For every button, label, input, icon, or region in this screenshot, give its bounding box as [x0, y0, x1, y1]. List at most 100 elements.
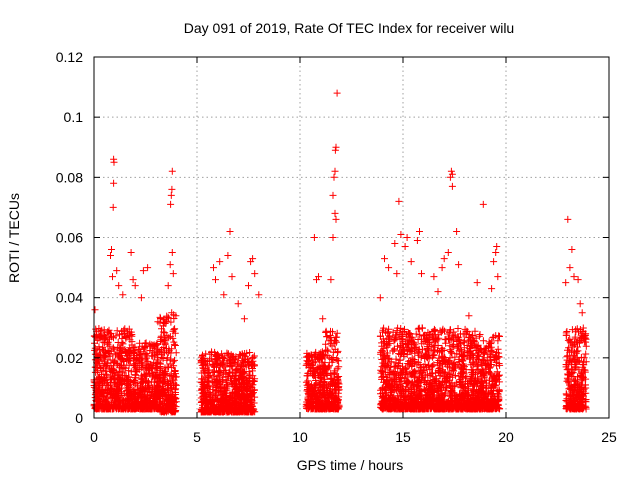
data-point	[161, 339, 169, 347]
data-point	[388, 381, 396, 389]
data-point	[322, 340, 330, 348]
data-point	[333, 357, 341, 364]
data-point	[92, 325, 100, 333]
data-point	[119, 397, 127, 405]
data-point	[487, 370, 495, 378]
data-point	[224, 405, 232, 413]
data-point	[457, 384, 465, 392]
data-point	[328, 342, 336, 350]
data-point	[416, 405, 424, 413]
data-point	[439, 392, 447, 399]
data-point	[431, 377, 439, 385]
data-point	[327, 276, 335, 284]
data-point	[576, 300, 584, 308]
data-point	[456, 394, 464, 402]
data-point	[492, 358, 500, 366]
data-point	[579, 363, 587, 371]
data-point	[478, 394, 486, 402]
data-point	[157, 388, 165, 396]
data-point	[437, 328, 445, 336]
data-point	[169, 270, 177, 278]
data-point	[431, 346, 439, 354]
data-point	[140, 387, 148, 395]
data-point	[427, 393, 435, 401]
data-point	[475, 376, 483, 384]
data-point	[100, 347, 107, 355]
data-point	[455, 335, 463, 343]
data-point	[331, 146, 339, 154]
data-point	[209, 381, 217, 389]
data-point	[130, 403, 138, 411]
data-point	[448, 349, 455, 357]
data-point	[385, 337, 393, 345]
data-point	[250, 352, 258, 360]
data-point	[218, 350, 226, 358]
data-point	[108, 364, 116, 372]
data-point	[419, 363, 427, 371]
data-point	[490, 258, 498, 266]
data-point	[117, 375, 125, 383]
data-point	[487, 347, 495, 355]
data-point	[108, 246, 115, 253]
data-point	[427, 381, 434, 389]
data-point	[570, 352, 578, 360]
data-point	[439, 325, 447, 333]
data-point	[384, 329, 392, 337]
data-point	[247, 359, 255, 367]
data-point	[438, 352, 446, 360]
data-point	[221, 354, 229, 362]
data-point	[164, 282, 172, 290]
data-point	[460, 338, 468, 346]
data-point	[323, 346, 331, 354]
data-point	[311, 391, 319, 399]
data-point	[110, 334, 117, 342]
data-point	[249, 372, 257, 380]
data-point	[330, 395, 338, 402]
data-point	[393, 392, 401, 400]
data-point	[569, 356, 577, 364]
data-point	[214, 353, 222, 361]
data-point	[459, 370, 467, 378]
data-point	[464, 348, 472, 356]
data-point	[216, 362, 224, 369]
data-point	[163, 331, 171, 339]
data-point	[211, 358, 219, 366]
data-point	[433, 336, 441, 344]
data-point	[331, 209, 339, 217]
data-point	[480, 401, 488, 409]
data-point	[321, 369, 329, 377]
data-point	[141, 356, 149, 364]
data-point	[495, 394, 503, 402]
data-point	[127, 249, 135, 256]
data-point	[326, 405, 334, 412]
data-point	[306, 352, 314, 360]
data-point	[98, 380, 106, 388]
data-point	[385, 396, 393, 404]
data-point	[333, 329, 341, 337]
x-tick-label: 10	[292, 429, 308, 445]
data-point	[401, 243, 409, 250]
data-point	[148, 352, 156, 360]
data-point	[100, 326, 108, 334]
data-point	[98, 356, 106, 364]
data-point	[390, 375, 398, 383]
data-point	[170, 402, 178, 410]
data-point	[460, 351, 467, 359]
data-point	[461, 337, 469, 345]
data-point	[216, 388, 224, 396]
data-point	[170, 340, 178, 348]
data-point	[490, 353, 498, 361]
data-point	[233, 366, 241, 374]
data-point	[415, 370, 423, 378]
data-point	[169, 391, 177, 399]
data-point	[93, 336, 101, 344]
data-point	[466, 399, 474, 407]
data-point	[234, 300, 242, 308]
data-point	[450, 328, 458, 336]
data-point	[565, 344, 573, 352]
data-point	[131, 343, 139, 351]
data-point	[578, 381, 586, 389]
data-point	[146, 361, 154, 369]
data-point	[493, 373, 501, 381]
data-point	[243, 349, 251, 357]
